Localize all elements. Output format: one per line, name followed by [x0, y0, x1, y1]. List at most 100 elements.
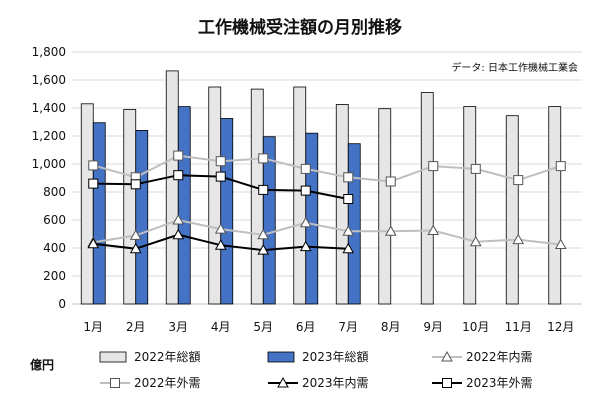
line-point [258, 184, 269, 195]
x-tick-label: 11月 [505, 320, 532, 334]
chart-title: 工作機械受注額の月別推移 [198, 17, 402, 38]
y-tick-label: 800 [43, 185, 66, 199]
y-tick-label: 400 [43, 241, 66, 255]
line-point [87, 237, 100, 249]
bar-2023-total [220, 118, 234, 305]
legend-marker [441, 350, 453, 362]
x-tick-label: 12月 [547, 320, 574, 334]
bar-2022-total [208, 86, 222, 305]
legend-label: 2022年内需 [466, 350, 533, 364]
x-tick-label: 2月 [126, 320, 146, 334]
line-point [384, 225, 397, 236]
legend-label: 2023年外需 [466, 376, 533, 390]
bar-2022-total [420, 92, 434, 305]
line-point [299, 240, 312, 252]
bar-2022-total [250, 88, 264, 305]
legend-swatch [99, 351, 127, 363]
x-tick-label: 10月 [462, 320, 489, 334]
chart-source: データ: 日本工作機械工業会 [451, 61, 578, 74]
line-point [554, 238, 567, 249]
x-tick-label: 4月 [211, 320, 231, 334]
legend-swatch [267, 351, 295, 363]
y-axis-ticks: 0 200 400 600 800 1,000 1,200 1,400 1,600 1,800 [32, 45, 66, 311]
bar-2023-total [305, 132, 319, 305]
line-point [300, 163, 311, 174]
legend-marker [442, 378, 452, 388]
line-point [427, 224, 440, 235]
line-point [342, 225, 355, 236]
y-tick-label: 1,200 [32, 129, 66, 143]
lines [87, 150, 567, 255]
legend-marker [110, 378, 120, 388]
bar-2023-total [92, 122, 106, 305]
x-tick-label: 9月 [423, 320, 443, 334]
line-point [172, 228, 185, 240]
y-tick-label: 1,600 [32, 73, 66, 87]
line-point [88, 160, 99, 171]
line-point [173, 150, 184, 161]
legend-label: 2023年内需 [302, 376, 369, 390]
bar-2022-total [123, 109, 137, 305]
y-tick-label: 600 [43, 213, 66, 227]
line-point [130, 179, 141, 190]
unit-label: 億円 [30, 357, 54, 372]
bar-2022-total [335, 104, 349, 305]
line-point [555, 161, 566, 172]
x-tick-label: 6月 [296, 320, 316, 334]
line-point [300, 185, 311, 196]
legend-marker [277, 376, 289, 388]
line-point [469, 235, 482, 247]
legend: 2022年総額 2023年総額 2022年内需 2022年外需 2023年内需 2023年… [99, 350, 533, 390]
bar-2022-total [165, 70, 179, 305]
line-point [257, 228, 270, 240]
x-tick-label: 5月 [253, 320, 273, 334]
line-point [173, 170, 184, 181]
gridlines [72, 51, 582, 305]
line-point [299, 216, 312, 228]
bar-2022-total [548, 106, 562, 305]
y-tick-label: 200 [43, 269, 66, 283]
x-tick-label: 3月 [168, 320, 188, 334]
line-point [513, 175, 524, 186]
legend-label: 2022年外需 [134, 376, 201, 390]
line-point [214, 239, 227, 250]
line-point [88, 178, 99, 189]
line-point [215, 156, 226, 167]
series-line [93, 218, 561, 246]
bar-2023-total [347, 143, 361, 305]
bar-2022-total [80, 103, 94, 305]
line-point [129, 229, 142, 240]
line-point [342, 242, 355, 254]
line-point [258, 153, 269, 164]
line-point [428, 161, 439, 172]
bar-2022-total [505, 115, 519, 305]
y-tick-label: 0 [58, 297, 66, 311]
series-line [92, 154, 562, 183]
line-point [214, 223, 227, 234]
line-point [343, 194, 354, 204]
line-point [470, 163, 481, 174]
line-point [215, 171, 226, 182]
x-tick-label: 8月 [381, 320, 401, 334]
bar-2023-total [262, 136, 276, 305]
legend-label: 2023年総額 [302, 350, 369, 364]
x-tick-label: 7月 [338, 320, 358, 334]
line-point [172, 213, 185, 225]
line-point [512, 233, 525, 245]
line-point [343, 172, 354, 183]
line-point [129, 242, 142, 254]
y-tick-label: 1,400 [32, 101, 66, 115]
bar-2023-total [177, 106, 191, 305]
line-point [257, 244, 270, 255]
x-tick-label: 1月 [83, 320, 103, 334]
bar-2023-total [135, 129, 149, 305]
y-tick-label: 1,800 [32, 45, 66, 59]
bars [80, 70, 562, 305]
line-point [385, 176, 396, 187]
bar-2022-total [463, 106, 477, 305]
bar-2022-total [378, 108, 392, 305]
y-tick-label: 1,000 [32, 157, 66, 171]
legend-label: 2022年総額 [134, 350, 201, 364]
